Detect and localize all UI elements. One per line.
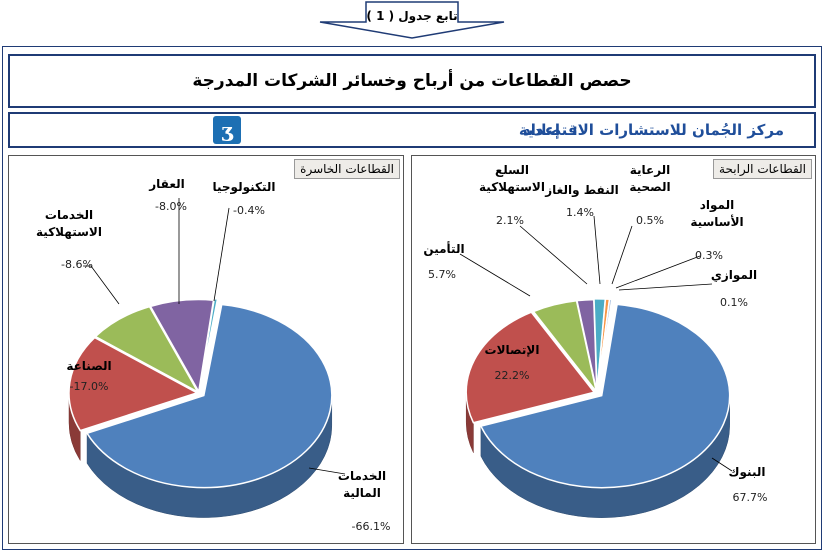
loss-label-4: التكنولوجيا	[213, 180, 276, 195]
jumman-logo-icon: ʒ	[213, 116, 241, 144]
win-label-7: الموازي	[711, 268, 757, 283]
page-title: حصص القطاعات من أرباح وخسائر الشركات الم…	[192, 71, 632, 91]
win-label-6-line-1: الأساسية	[690, 214, 743, 229]
credit-separator: :	[572, 121, 578, 139]
title-box: حصص القطاعات من أرباح وخسائر الشركات الم…	[8, 54, 816, 108]
loss-label-2-line-0: الخدمات	[45, 208, 93, 222]
win-label-3-line-0: السلع	[495, 163, 529, 177]
win-value-3: 2.1%	[496, 214, 524, 227]
loss-pie-tops	[68, 297, 333, 489]
loss-slice-0	[85, 303, 333, 489]
credit-org: مركز الجُمان للاستشارات الاقتصادية	[518, 121, 784, 139]
down-arrow-shape	[319, 1, 505, 39]
losing-sectors-pie-chart: الخدمات المالية -66.1% الصناعة -17.0% الخدمات…	[36, 177, 390, 533]
win-slice-1	[465, 311, 596, 424]
loss-value-1: -17.0%	[70, 380, 109, 393]
loss-slice-2	[94, 305, 200, 394]
loss-value-3: -8.0%	[155, 200, 187, 213]
loss-value-2: -8.6%	[61, 258, 93, 271]
win-value-5: 0.5%	[636, 214, 664, 227]
loss-label-1: الصناعة	[66, 359, 111, 373]
win-label-3-line-1: الاستهلاكية	[479, 180, 545, 194]
outer-frame	[2, 46, 822, 550]
win-label-4: النفط والغاز	[544, 183, 618, 198]
win-value-4: 1.4%	[566, 206, 594, 219]
win-leader-5	[611, 225, 633, 285]
win-leader-7	[618, 283, 713, 291]
win-value-7: 0.1%	[720, 296, 748, 309]
loss-label-3: العقار	[148, 177, 184, 191]
win-leader-0	[711, 457, 733, 472]
win-value-6: 0.3%	[695, 249, 723, 262]
loss-leader-0	[308, 467, 346, 475]
win-value-0: 67.7%	[733, 491, 768, 504]
win-slice-7	[596, 298, 614, 391]
win-slice-0	[479, 303, 731, 489]
win-label-2: التأمين	[423, 241, 464, 256]
win-label-1: الإتصالات	[485, 343, 540, 357]
win-leader-3	[519, 225, 588, 285]
win-value-2: 5.7%	[428, 268, 456, 281]
credit-box: إعداد : مركز الجُمان للاستشارات الاقتصاد…	[8, 112, 816, 148]
loss-label-0-line-0: الخدمات	[338, 469, 386, 483]
win-label-0: البنوك	[729, 465, 766, 480]
continuation-arrow: تابع جدول ( 1 )	[290, 0, 534, 40]
win-label-6-line-0: المواد	[700, 198, 734, 213]
win-label-5-line-1: الصحية	[629, 180, 670, 194]
credit-label: إعداد	[523, 121, 560, 139]
win-leader-4	[593, 215, 601, 285]
winning-sectors-pie-chart: البنوك 67.7% الإتصالات 22.2% التأمين 5.7% السل…	[423, 163, 767, 518]
loss-leader-4	[213, 207, 230, 302]
losing-sectors-panel: الخدمات المالية -66.1% الصناعة -17.0% الخدمات…	[8, 155, 404, 544]
loss-labels: الخدمات المالية -66.1% الصناعة -17.0% الخدمات…	[36, 177, 390, 533]
win-labels: البنوك 67.7% الإتصالات 22.2% التأمين 5.7% السل…	[423, 163, 767, 504]
loss-leader-2	[83, 265, 120, 305]
winning-sectors-title: القطاعات الرابحة	[713, 159, 812, 179]
loss-value-4: -0.4%	[233, 204, 265, 217]
win-label-5-line-0: الرعاية	[630, 163, 671, 177]
win-pie-tops	[465, 298, 731, 489]
winning-sectors-panel: البنوك 67.7% الإتصالات 22.2% التأمين 5.7% السل…	[411, 155, 816, 544]
win-leader-2	[459, 253, 531, 297]
losing-sectors-title: القطاعات الخاسرة	[294, 159, 400, 179]
loss-label-0-line-1: المالية	[343, 486, 381, 500]
continuation-label: تابع جدول ( 1 )	[366, 9, 458, 23]
win-leader-6	[615, 255, 701, 289]
loss-label-2-line-1: الاستهلاكية	[36, 225, 102, 239]
loss-slice-1	[68, 336, 199, 432]
loss-value-0: -66.1%	[352, 520, 391, 533]
win-value-1: 22.2%	[495, 369, 530, 382]
